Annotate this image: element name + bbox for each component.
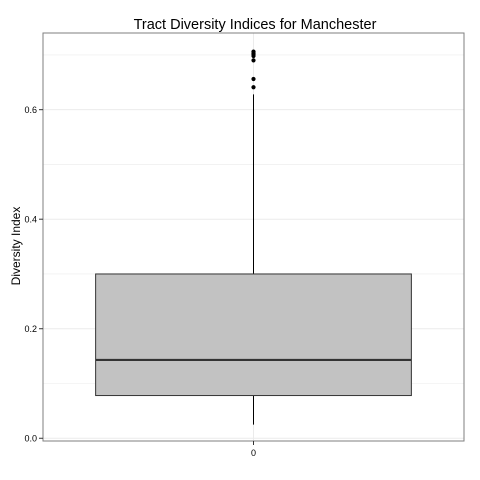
y-tick-label: 0.6 [24, 105, 37, 115]
y-axis-label: Diversity Index [9, 207, 23, 286]
outlier-point [251, 49, 256, 54]
chart-title: Tract Diversity Indices for Manchester [134, 17, 377, 33]
y-tick-label: 0.2 [24, 324, 37, 334]
outlier-point [251, 76, 256, 82]
y-tick-label: 0.0 [24, 433, 37, 443]
outlier-point [251, 58, 256, 63]
outlier-point [251, 85, 256, 90]
box-layer [95, 49, 412, 425]
y-tick-label: 0.4 [24, 214, 37, 224]
iqr-box [95, 273, 412, 397]
axis-layer: 0.0 0.2 0.4 0.6 0 [24, 105, 256, 458]
x-tick-label: 0 [251, 448, 256, 458]
